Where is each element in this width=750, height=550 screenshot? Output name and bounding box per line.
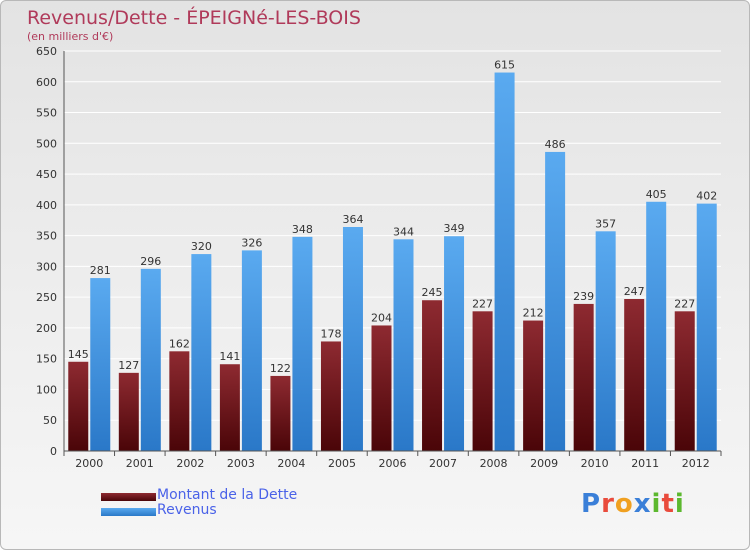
bar-revenus	[191, 254, 212, 451]
bars	[68, 72, 717, 452]
bar-revenus	[646, 201, 667, 451]
logo-letter: P	[581, 489, 602, 519]
data-label-revenus: 296	[140, 255, 161, 268]
x-tick-label: 2004	[277, 457, 305, 470]
y-tick-label: 350	[36, 230, 57, 243]
bar-revenus	[444, 236, 465, 451]
legend-swatch-debt	[101, 493, 156, 501]
data-label-dette: 239	[573, 290, 594, 303]
bar-dette	[320, 341, 341, 451]
chart-title: Revenus/Dette - ÉPEIGNé-LES-BOIS	[27, 7, 361, 29]
bar-dette	[674, 311, 695, 451]
data-label-revenus: 486	[545, 138, 566, 151]
x-tick-label: 2012	[682, 457, 710, 470]
legend-swatch-revenus	[101, 508, 156, 516]
x-tick-label: 2003	[227, 457, 255, 470]
logo-letter: t	[661, 489, 675, 519]
y-tick-label: 600	[36, 76, 57, 89]
proxiti-logo: Proxiti	[581, 489, 685, 519]
bar-revenus	[241, 250, 262, 451]
data-label-revenus: 320	[191, 240, 212, 253]
data-label-revenus: 615	[494, 59, 515, 72]
bar-revenus	[696, 203, 717, 451]
data-label-dette: 227	[472, 297, 493, 310]
data-label-revenus: 357	[595, 217, 616, 230]
y-tick-label: 200	[36, 322, 57, 335]
bar-revenus	[292, 236, 313, 451]
y-tick-label: 150	[36, 353, 57, 366]
logo-letter: i	[651, 489, 662, 519]
data-label-revenus: 364	[342, 213, 363, 226]
data-label-revenus: 405	[646, 188, 667, 201]
bar-dette	[624, 299, 645, 451]
y-tick-label: 300	[36, 260, 57, 273]
data-label-revenus: 344	[393, 225, 414, 238]
x-tick-label: 2008	[480, 457, 508, 470]
bar-dette	[118, 372, 139, 451]
data-label-revenus: 326	[241, 236, 262, 249]
data-label-dette: 162	[169, 337, 190, 350]
x-tick-label: 2000	[75, 457, 103, 470]
x-tick-label: 2011	[631, 457, 659, 470]
chart-subtitle: (en milliers d'€)	[27, 30, 114, 43]
data-label-dette: 145	[68, 348, 89, 361]
data-label-revenus: 402	[696, 190, 717, 203]
bar-dette	[573, 303, 594, 451]
logo-letter: x	[633, 489, 652, 519]
bar-revenus	[342, 227, 363, 451]
x-tick-label: 2009	[530, 457, 558, 470]
x-tick-label: 2006	[379, 457, 407, 470]
bar-revenus	[90, 278, 111, 451]
y-tick-label: 650	[36, 45, 57, 58]
bar-dette	[371, 325, 392, 451]
bar-dette	[472, 311, 493, 451]
data-label-dette: 122	[270, 362, 291, 375]
bar-revenus	[545, 151, 566, 451]
legend-label-revenus: Revenus	[157, 502, 217, 518]
grid-lines	[64, 50, 721, 452]
bar-dette	[219, 364, 240, 451]
data-label-dette: 141	[219, 350, 240, 363]
data-label-dette: 245	[422, 286, 443, 299]
bar-dette	[169, 351, 190, 451]
y-tick-label: 0	[50, 445, 57, 458]
data-label-dette: 204	[371, 311, 392, 324]
bar-dette	[270, 375, 291, 451]
bar-revenus	[393, 239, 414, 451]
bar-revenus	[595, 231, 616, 451]
data-label-revenus: 349	[444, 222, 465, 235]
y-tick-label: 550	[36, 107, 57, 120]
x-tick-label: 2010	[581, 457, 609, 470]
logo-letter: o	[614, 489, 634, 519]
data-label-revenus: 348	[292, 223, 313, 236]
x-tick-label: 2001	[126, 457, 154, 470]
data-label-dette: 178	[320, 327, 341, 340]
data-label-dette: 212	[523, 307, 544, 320]
y-tick-label: 250	[36, 291, 57, 304]
data-label-dette: 227	[674, 297, 695, 310]
bar-dette	[523, 320, 544, 451]
x-tick-label: 2007	[429, 457, 457, 470]
x-tick-label: 2002	[176, 457, 204, 470]
bar-dette	[68, 361, 89, 451]
logo-letter: i	[674, 489, 685, 519]
axes: 0 50 100 150 200 250 300 350 400 450 500 550 600 650 2…	[36, 45, 722, 470]
y-tick-label: 450	[36, 168, 57, 181]
bar-revenus	[494, 72, 515, 452]
y-tick-label: 100	[36, 383, 57, 396]
y-tick-label: 500	[36, 137, 57, 150]
data-label-dette: 247	[624, 285, 645, 298]
legend-label-debt: Montant de la Dette	[157, 487, 298, 503]
y-tick-label: 400	[36, 199, 57, 212]
data-label-dette: 127	[118, 359, 139, 372]
data-labels: 145 281 127 296 162 320 141 326 122 348 178 364 204 3…	[68, 59, 717, 375]
data-label-revenus: 281	[90, 264, 111, 277]
bar-dette	[422, 300, 443, 451]
x-tick-label: 2005	[328, 457, 356, 470]
logo-letter: r	[601, 489, 615, 519]
y-tick-label: 50	[43, 414, 57, 427]
bar-revenus	[140, 268, 161, 451]
